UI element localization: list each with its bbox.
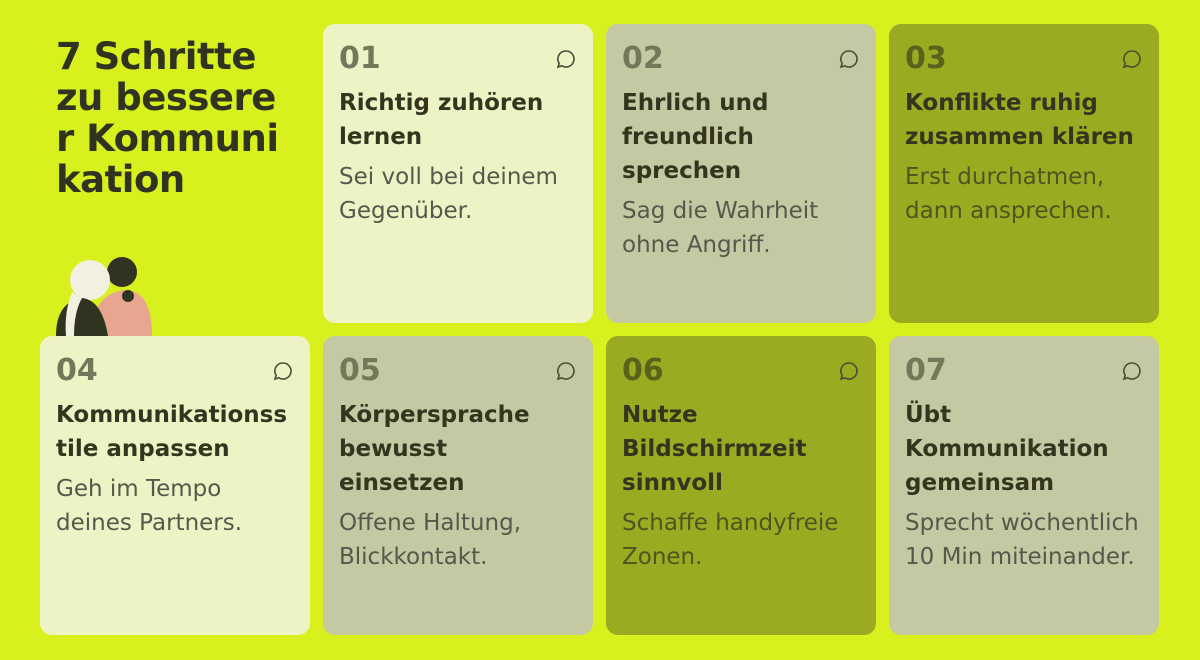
title: 7 Schritte zu besserer Kommunikation bbox=[56, 35, 279, 201]
card-number: 01 bbox=[339, 41, 381, 76]
card: 02 Ehrlich und freundlich sprechen Sag die… bbox=[606, 24, 876, 323]
card-text: Sprecht wöchentlich 10 Min miteinander. bbox=[905, 510, 1139, 570]
card-number: 02 bbox=[622, 41, 664, 76]
card-heading: Übt Kommunikation gemeinsam bbox=[905, 402, 1109, 496]
illustration bbox=[56, 257, 152, 336]
card-heading: Konflikte ruhig zusammen klären bbox=[905, 90, 1134, 150]
card-heading: Kommunikationsstile anpassen bbox=[56, 402, 288, 462]
card-heading: Körpersprache bewusst einsetzen bbox=[339, 402, 530, 496]
card-heading: Richtig zuhören lernen bbox=[339, 90, 544, 150]
card-heading: Ehrlich und freundlich sprechen bbox=[622, 90, 769, 184]
card-number: 05 bbox=[339, 353, 381, 388]
comment-icon bbox=[839, 50, 858, 69]
comment-icon bbox=[273, 362, 292, 381]
card-text: Geh im Tempo deines Partners. bbox=[56, 476, 243, 536]
card-text: Schaffe handyfreie Zonen. bbox=[622, 510, 839, 570]
card-number: 07 bbox=[905, 353, 947, 388]
card-text: Erst durchatmen, dann ansprechen. bbox=[905, 164, 1112, 224]
card: 03 Konflikte ruhig zusammen klären Erst du… bbox=[889, 24, 1159, 323]
card: 04 Kommunikationsstile anpassen Geh im Tem… bbox=[40, 336, 310, 635]
card-number: 06 bbox=[622, 353, 664, 388]
comment-icon bbox=[1122, 50, 1141, 69]
card-number: 03 bbox=[905, 41, 947, 76]
card-text: Sag die Wahrheit ohne Angriff. bbox=[622, 198, 819, 258]
card-text: Sei voll bei deinem Gegenüber. bbox=[339, 164, 558, 224]
comment-icon bbox=[556, 50, 575, 69]
comment-icon bbox=[1122, 362, 1141, 381]
comment-icon bbox=[839, 362, 858, 381]
card-text: Offene Haltung, Blickkontakt. bbox=[339, 510, 522, 570]
card-number: 04 bbox=[56, 353, 98, 388]
card: 01 Richtig zuhören lernen Sei voll bei dei… bbox=[323, 24, 593, 323]
card-heading: Nutze Bildschirmzeit sinnvoll bbox=[622, 402, 807, 496]
card: 06 Nutze Bildschirmzeit sinnvoll Schaffe h… bbox=[606, 336, 876, 635]
card: 05 Körpersprache bewusst einsetzen Offene … bbox=[323, 336, 593, 635]
comment-icon bbox=[556, 362, 575, 381]
card: 07 Übt Kommunikation gemeinsam Sprecht wöc… bbox=[889, 336, 1159, 635]
